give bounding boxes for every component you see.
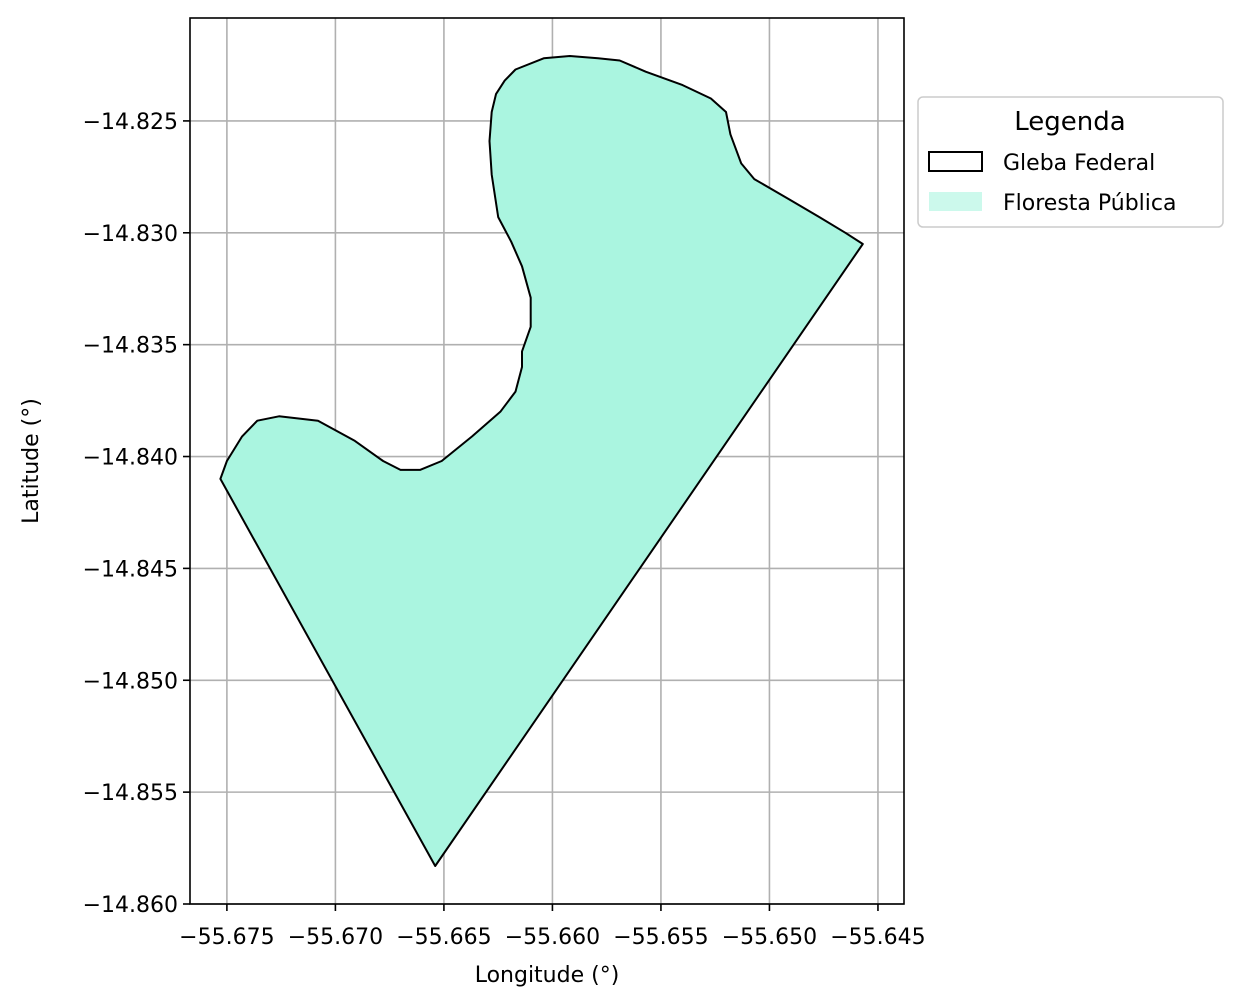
x-axis-ticks: −55.675 −55.670 −55.665 −55.660 −55.655 −55.6… <box>179 904 926 950</box>
y-tick-label: −14.855 <box>83 781 178 806</box>
x-tick-label: −55.675 <box>179 925 274 950</box>
y-tick-label: −14.835 <box>83 334 178 359</box>
x-axis-label: Longitude (°) <box>475 963 620 988</box>
x-tick-label: −55.660 <box>505 925 600 950</box>
legend-label-gleba-federal: Gleba Federal <box>1003 151 1155 176</box>
y-tick-label: −14.845 <box>83 557 178 582</box>
y-axis-ticks: −14.825 −14.830 −14.835 −14.840 −14.845 −14.8… <box>83 110 190 918</box>
gleba-federal-boundary <box>219 55 864 867</box>
x-tick-label: −55.655 <box>613 925 708 950</box>
x-tick-label: −55.645 <box>830 925 925 950</box>
x-tick-label: −55.670 <box>288 925 383 950</box>
y-tick-label: −14.830 <box>83 222 178 247</box>
y-tick-label: −14.825 <box>83 110 178 135</box>
legend-title: Legenda <box>1014 107 1125 137</box>
y-axis-label: Latitude (°) <box>19 398 44 524</box>
x-tick-label: −55.665 <box>396 925 491 950</box>
legend-swatch-floresta-publica <box>929 192 982 211</box>
legend-box <box>917 96 1224 228</box>
floresta-publica-area <box>220 56 863 866</box>
y-tick-label: −14.860 <box>83 893 178 918</box>
x-tick-label: −55.650 <box>722 925 817 950</box>
legend-swatch-gleba-federal <box>928 151 983 172</box>
legend-label-floresta-publica: Floresta Pública <box>1003 191 1176 216</box>
y-tick-label: −14.840 <box>83 446 178 471</box>
y-tick-label: −14.850 <box>83 669 178 694</box>
legend: Legenda Gleba Federal Floresta Pública <box>917 96 1224 228</box>
plot-frame <box>189 17 905 905</box>
